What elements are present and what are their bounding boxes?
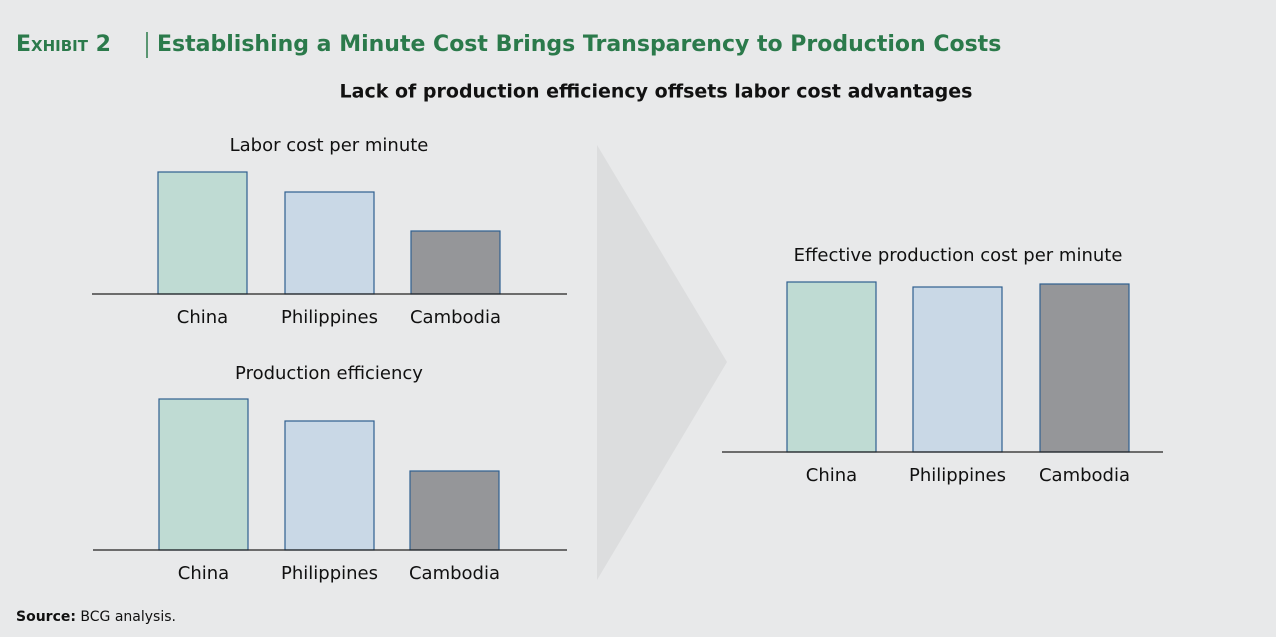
arrow <box>597 145 727 580</box>
bar <box>284 191 375 295</box>
source-text: BCG analysis. <box>80 609 176 625</box>
bar <box>157 171 248 295</box>
exhibit-number: Exhibit 2 <box>16 32 111 57</box>
x-tick-label: Philippines <box>281 563 378 584</box>
x-tick-label: Philippines <box>909 465 1006 486</box>
source-label: Source: <box>16 609 76 625</box>
subtitle: Lack of production efficiency offsets la… <box>340 81 973 103</box>
x-tick-label: China <box>177 307 228 328</box>
bar <box>410 230 501 295</box>
bar <box>1039 283 1130 453</box>
x-tick-label: China <box>178 563 229 584</box>
source: Source: BCG analysis. <box>16 609 176 625</box>
x-tick-label: Cambodia <box>410 307 501 328</box>
bar <box>158 398 249 551</box>
chart-title: Effective production cost per minute <box>794 245 1123 266</box>
bar <box>409 470 500 551</box>
bar <box>786 281 877 453</box>
chart-title: Labor cost per minute <box>230 135 429 156</box>
x-tick-label: Cambodia <box>409 563 500 584</box>
exhibit-title: Establishing a Minute Cost Brings Transp… <box>157 32 1001 57</box>
chart-title: Production efficiency <box>235 363 423 384</box>
x-tick-label: Philippines <box>281 307 378 328</box>
x-tick-label: China <box>806 465 857 486</box>
bar <box>284 420 375 551</box>
x-tick-label: Cambodia <box>1039 465 1130 486</box>
bar <box>912 286 1003 453</box>
